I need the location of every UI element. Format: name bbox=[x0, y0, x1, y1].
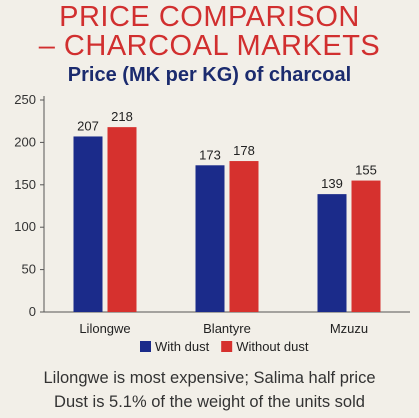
bar bbox=[107, 127, 137, 312]
y-tick-label: 200 bbox=[14, 134, 36, 149]
footer-note-1: Lilongwe is most expensive; Salima half … bbox=[43, 369, 376, 387]
y-tick-label: 50 bbox=[22, 262, 36, 277]
data-label: 139 bbox=[321, 176, 343, 191]
bar bbox=[317, 194, 347, 312]
y-tick-label: 0 bbox=[29, 304, 36, 319]
data-label: 178 bbox=[233, 143, 255, 158]
legend-label: Without dust bbox=[236, 339, 309, 354]
legend-swatch bbox=[140, 341, 151, 352]
data-label: 207 bbox=[77, 118, 99, 133]
chart-subtitle: Price (MK per KG) of charcoal bbox=[67, 64, 352, 86]
legend-swatch bbox=[221, 341, 233, 352]
chart-title-line-1: PRICE COMPARISON bbox=[59, 1, 360, 33]
data-label: 218 bbox=[111, 109, 133, 124]
data-label: 155 bbox=[355, 163, 377, 178]
y-tick-label: 100 bbox=[14, 219, 36, 234]
bar-chart: 0 50 100 150 200 250 207 218 Lilongwe 173 178 Blant… bbox=[14, 92, 410, 354]
x-tick-label: Lilongwe bbox=[79, 321, 130, 336]
bar bbox=[195, 165, 225, 312]
data-label: 173 bbox=[199, 147, 221, 162]
chart-title-line-2: – CHARCOAL MARKETS bbox=[38, 30, 381, 62]
bar bbox=[73, 136, 103, 312]
legend-label: With dust bbox=[155, 339, 210, 354]
x-tick-label: Mzuzu bbox=[330, 321, 368, 336]
x-tick-label: Blantyre bbox=[203, 321, 251, 336]
y-tick-label: 150 bbox=[14, 177, 36, 192]
y-tick-label: 250 bbox=[14, 92, 36, 107]
bar bbox=[351, 180, 381, 312]
bar bbox=[229, 161, 259, 312]
footer-note-2: Dust is 5.1% of the weight of the units … bbox=[54, 393, 365, 411]
